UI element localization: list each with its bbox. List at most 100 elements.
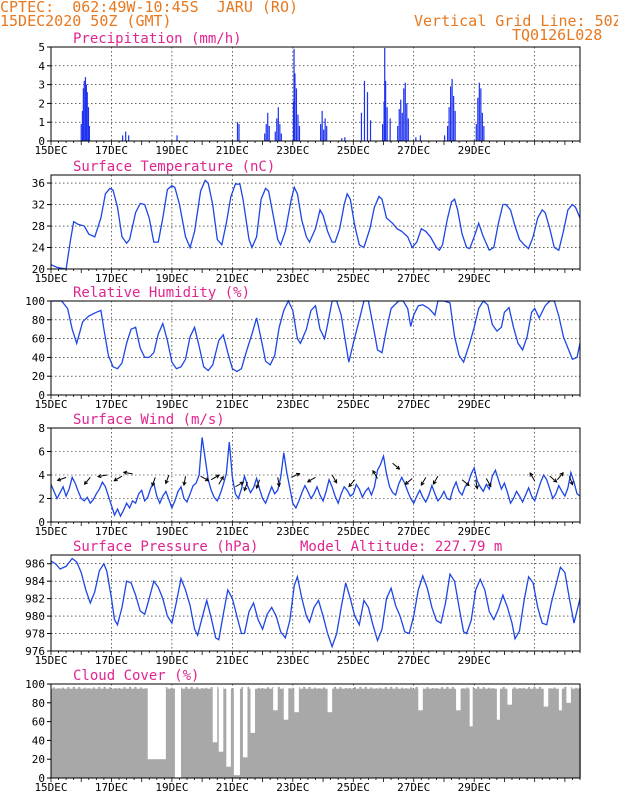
cloud-bar [92,687,95,778]
wind-xtick-label: 23DEC [276,525,309,538]
wind-vector-shaft [84,477,91,485]
cloud-bar [362,690,366,778]
wind-vector-head [182,481,187,487]
wind-vector-shaft [200,475,209,482]
cloud-bar [428,692,431,778]
precip-bar [321,110,323,141]
rh-xtick-label: 17DEC [95,398,128,411]
cloud-bar [482,687,485,778]
cloud-bar [304,691,308,778]
precip-bar [293,48,295,141]
wind-vector-shaft [210,474,220,481]
cloud-bar [450,690,453,778]
precip-bar [128,135,130,141]
cloud-bar [99,690,103,778]
cloud-bar [419,691,422,778]
cloud-bar [268,689,271,778]
precip-bar [397,125,399,141]
precip-bar [389,118,391,141]
precip-xtick-label: 27DEC [397,144,430,157]
precip-bar [383,101,385,141]
wind-xtick-label: 15DEC [34,525,67,538]
wind-vector-head [395,465,401,470]
wind-vector-head [83,480,88,486]
cloud-bar [448,691,451,778]
rh-xtick-label: 29DEC [458,398,491,411]
wind-vector [218,475,224,485]
cloud-bar [549,688,552,778]
cloud-bar [395,687,398,778]
cloud-bar [518,688,522,778]
wind-vector-shaft [485,478,492,487]
cloud-bar [557,691,560,778]
wind-vector-shaft [151,477,156,486]
wind-vector-shaft [256,479,261,489]
cloud-bar [547,688,551,778]
precip-bar [238,124,240,141]
cloud-bar [406,688,409,778]
cloud-bar [332,691,335,778]
cloud-bar [261,688,264,778]
rh-xtick-label: 21DEC [216,398,249,411]
cloud-bar [446,686,449,778]
cloud-gap [558,684,562,711]
cloud-bar [114,687,117,778]
wind-panel [47,427,581,526]
cloud-bar [317,688,320,778]
cloud-ytick-label: 80 [32,697,45,710]
pres-ytick-label: 978 [25,628,45,641]
cloud-bar [103,686,106,778]
precip-bar [369,120,372,141]
wind-vector-shaft [529,472,536,482]
wind-vector-shaft [291,473,300,478]
cloud-bar [183,691,186,778]
cloud-bar [203,692,206,778]
wind-title: Surface Wind (m/s) [73,412,225,428]
cloud-bar [110,692,113,778]
cloud-bar [116,692,119,778]
cloud-bar [498,689,502,778]
precip-bar [274,131,276,141]
wind-vector [235,481,245,488]
cloud-bar [85,692,88,778]
cloud-bar [364,686,367,778]
wind-vector-head [220,475,224,481]
precip-bar [443,135,446,141]
cloud-bar [511,689,514,778]
cloud-bar [205,687,208,778]
cloud-bar [274,690,277,778]
cloud-bar [348,687,351,778]
cloud-bar [239,691,242,778]
wind-vector-shaft [277,477,280,487]
precip-bar [264,133,266,141]
precip-bar [81,110,84,141]
precip-bar [320,124,322,141]
wind-vector-shaft [57,476,67,481]
precip-xtick-label: 25DEC [337,144,370,157]
precip-bar [480,88,482,141]
cloud-bar [375,688,378,778]
wind-vector [200,475,210,482]
wind-vector [210,474,220,481]
cloud-bar [286,688,289,778]
cloud-bar [143,688,146,778]
cloud-bar [529,690,532,778]
cloud-bar [201,688,204,778]
cloud-bar [313,687,317,778]
cloud-bar [323,687,326,778]
precip-title: Precipitation (mm/h) [73,31,242,47]
precip-bar [341,138,343,141]
wind-vector-head [404,480,409,485]
cloud-bar [491,688,494,778]
temp-title: Surface Temperature (nC) [73,159,275,175]
precip-bar [475,124,477,141]
cloud-bar [168,689,172,778]
cloud-bar [299,690,302,778]
wind-vector-head [151,482,156,487]
precip-bar [454,110,456,141]
cloud-bar [426,687,429,778]
cloud-bar [361,691,364,778]
wind-vector-shaft [113,475,123,482]
cloud-bar [515,692,518,778]
